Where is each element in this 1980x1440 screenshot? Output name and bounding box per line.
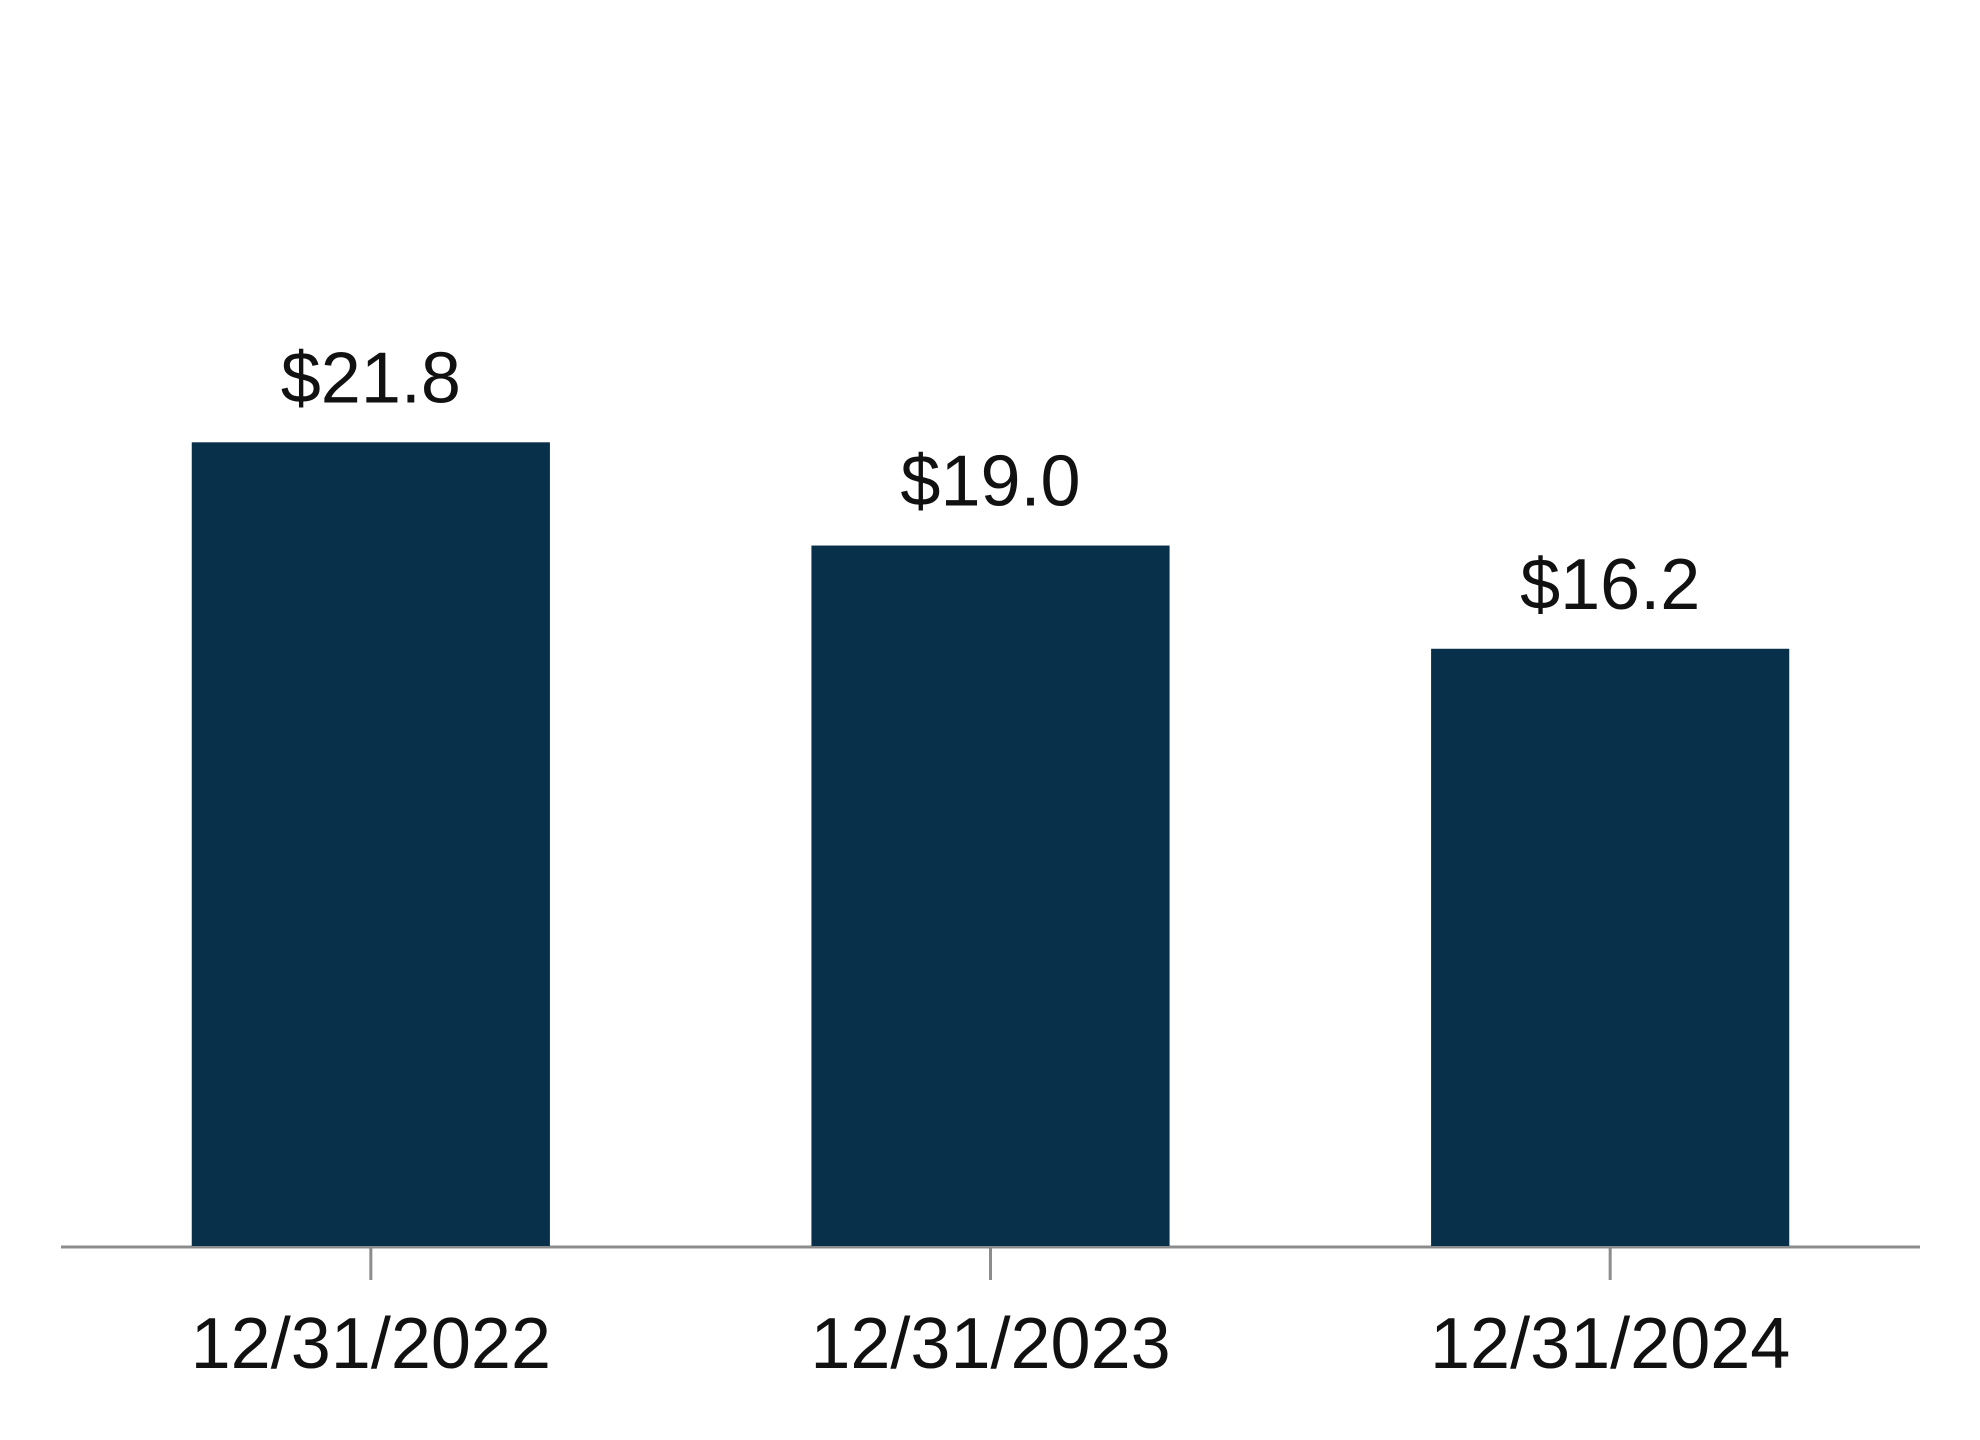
value-label: $19.0: [900, 442, 1080, 522]
x-tick-label: 12/31/2024: [1430, 1304, 1790, 1384]
x-tick-label: 12/31/2022: [191, 1304, 551, 1384]
x-tick-label: 12/31/2023: [810, 1304, 1170, 1384]
bar: [1431, 648, 1790, 1246]
value-label: $21.8: [281, 338, 461, 418]
bar: [811, 545, 1170, 1246]
bar: [191, 442, 550, 1247]
value-label: $16.2: [1520, 545, 1700, 625]
